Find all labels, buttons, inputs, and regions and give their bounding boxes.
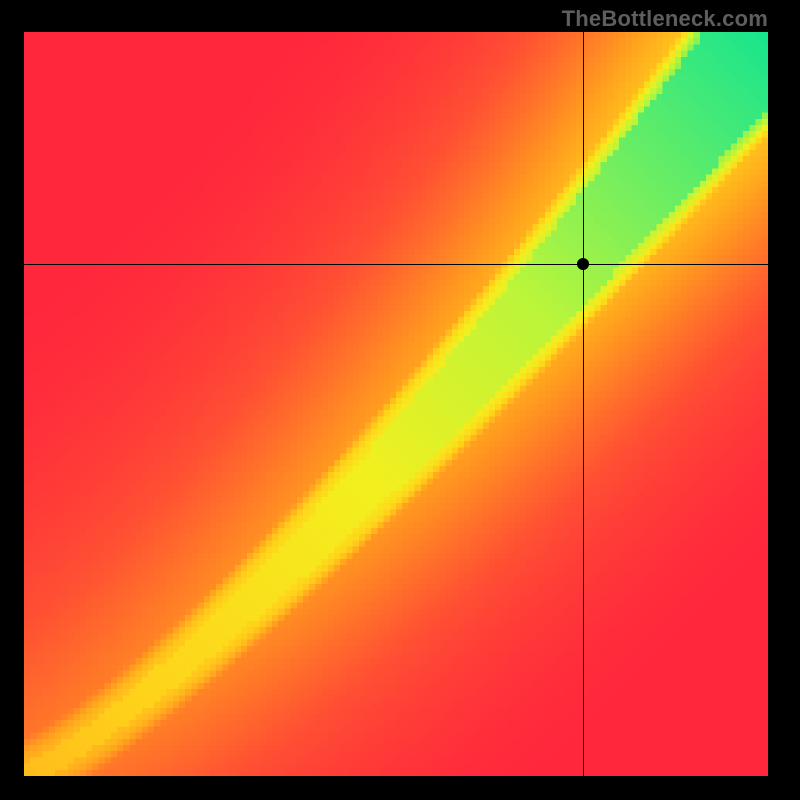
heatmap-canvas — [24, 32, 768, 776]
watermark-text: TheBottleneck.com — [562, 6, 768, 32]
chart-container: TheBottleneck.com — [0, 0, 800, 800]
crosshair-horizontal — [24, 264, 768, 265]
plot-area — [24, 32, 768, 776]
crosshair-marker — [577, 258, 589, 270]
crosshair-vertical — [583, 32, 584, 776]
